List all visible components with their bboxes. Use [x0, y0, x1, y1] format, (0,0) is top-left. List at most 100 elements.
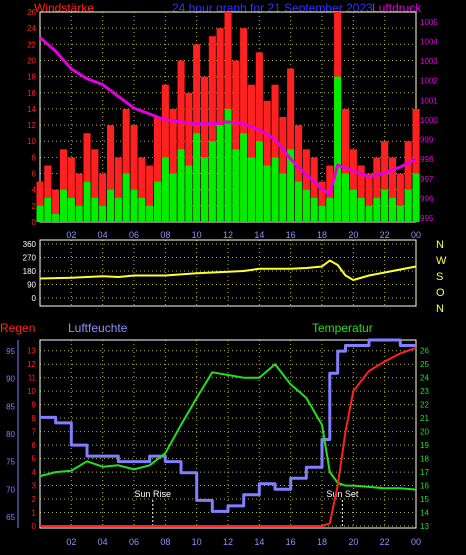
- wind-gust-bar: [193, 44, 201, 222]
- rain-tick-label: 12: [27, 360, 36, 369]
- wind-average-bar: [365, 205, 373, 222]
- pressure-tick-label: 1002: [420, 77, 438, 86]
- wind-gust-bar: [248, 84, 256, 222]
- pressure-tick-label: 1004: [420, 37, 438, 46]
- wind-gust-bar: [318, 181, 326, 222]
- wind-gust-bar: [52, 189, 60, 222]
- direction-tick-label: 360: [23, 240, 37, 249]
- temperature-line: [39, 363, 417, 491]
- wind-average-bar: [36, 205, 44, 222]
- compass-letter: N: [436, 303, 444, 315]
- wind-gust-bar: [161, 84, 169, 222]
- x-tick-label: 18: [317, 537, 327, 547]
- wind-gust-bar: [99, 173, 107, 222]
- wind-tick-label: 0: [32, 218, 37, 227]
- wind-tick-label: 10: [27, 137, 36, 146]
- wind-average-bar: [114, 197, 122, 222]
- sunrise-label: Sun Rise: [135, 489, 172, 499]
- wind-average-bar: [83, 181, 91, 222]
- rain-label: Regen: [0, 321, 35, 335]
- x-tick-label: 08: [160, 230, 170, 240]
- wind-average-bar: [208, 141, 216, 222]
- wind-gust-bar: [295, 125, 303, 222]
- wind-gust-bar: [349, 149, 357, 222]
- wind-tick-label: 4: [32, 186, 37, 195]
- wind-gust-bar: [263, 100, 271, 222]
- wind-average-bar: [373, 197, 381, 222]
- wind-average-bar: [412, 173, 420, 222]
- wind-average-bar: [67, 197, 75, 222]
- wind-average-bar: [138, 197, 146, 222]
- humidity-tick-label: 85: [6, 402, 15, 411]
- x-tick-label: 06: [129, 537, 139, 547]
- direction-tick-label: 180: [23, 267, 37, 276]
- x-tick-label: 12: [223, 537, 233, 547]
- compass-letter: W: [436, 255, 447, 267]
- wind-gust-bar: [279, 117, 287, 222]
- x-tick-label: 02: [66, 537, 76, 547]
- wind-tick-label: 16: [27, 89, 36, 98]
- rain-tick-label: 6: [32, 441, 37, 450]
- pressure-tick-label: 1001: [420, 96, 438, 105]
- wind-direction-line: [39, 259, 417, 281]
- pressure-line: [39, 36, 417, 196]
- x-tick-label: 18: [317, 230, 327, 240]
- wind-average-bar: [404, 189, 412, 222]
- temperature-tick-label: 26: [420, 347, 429, 356]
- rain-tick-label: 9: [32, 401, 37, 410]
- wind-gust-bar: [373, 157, 381, 222]
- wind-average-bar: [216, 125, 224, 222]
- temperature-tick-label: 15: [420, 495, 429, 504]
- humidity-tick-label: 80: [6, 430, 15, 439]
- rain-tick-label: 8: [32, 414, 37, 423]
- wind-average-bar: [169, 173, 177, 222]
- x-tick-label: 20: [348, 230, 358, 240]
- wind-gust-bar: [381, 141, 389, 222]
- wind-average-bar: [122, 173, 130, 222]
- wind-gust-bar: [255, 52, 263, 223]
- temperature-tick-label: 23: [420, 387, 429, 396]
- rain-tick-label: 3: [32, 482, 37, 491]
- wind-average-bar: [271, 157, 279, 222]
- wind-gust-bar: [146, 165, 154, 222]
- temperature-tick-label: 25: [420, 360, 429, 369]
- temperature-tick-label: 21: [420, 414, 429, 423]
- temperature-tick-label: 17: [420, 468, 429, 477]
- temperature-tick-label: 18: [420, 455, 429, 464]
- wind-average-bar: [75, 205, 83, 222]
- pressure-tick-label: 1000: [420, 116, 438, 125]
- direction-tick-label: 270: [23, 254, 37, 263]
- x-tick-label: 04: [98, 537, 108, 547]
- wind-gust-bar: [169, 108, 177, 222]
- wind-gust-bar: [138, 157, 146, 222]
- wind-average-bar: [396, 205, 404, 222]
- wind-gust-bar: [177, 60, 185, 222]
- wind-average-bar: [263, 165, 271, 222]
- x-tick-label: 14: [254, 537, 264, 547]
- wind-tick-label: 6: [32, 170, 37, 179]
- wind-average-bar: [52, 213, 60, 222]
- wind-gust-bar: [201, 76, 209, 222]
- wind-average-bar: [146, 205, 154, 222]
- x-tick-label: 16: [286, 230, 296, 240]
- humidity-tick-label: 95: [6, 347, 15, 356]
- wind-gust-bar: [107, 125, 115, 222]
- temperature-tick-label: 13: [420, 522, 429, 531]
- humidity-line: [40, 338, 416, 513]
- wind-average-bar: [201, 157, 209, 222]
- humidity-tick-label: 65: [6, 513, 15, 522]
- wind-average-bar: [154, 181, 162, 222]
- wind-gust-bar: [310, 157, 318, 222]
- wind-tick-label: 26: [27, 8, 36, 17]
- wind-average-bar: [107, 189, 115, 222]
- wind-average-bar: [255, 141, 263, 222]
- humidity-tick-label: 70: [6, 485, 15, 494]
- temperature-tick-label: 20: [420, 428, 429, 437]
- wind-tick-label: 12: [27, 121, 36, 130]
- compass-letter: N: [436, 239, 444, 251]
- compass-letter: S: [436, 271, 443, 283]
- wind-average-bar: [177, 149, 185, 222]
- wind-average-bar: [248, 157, 256, 222]
- rain-tick-label: 1: [32, 509, 37, 518]
- wind-average-bar: [240, 133, 248, 222]
